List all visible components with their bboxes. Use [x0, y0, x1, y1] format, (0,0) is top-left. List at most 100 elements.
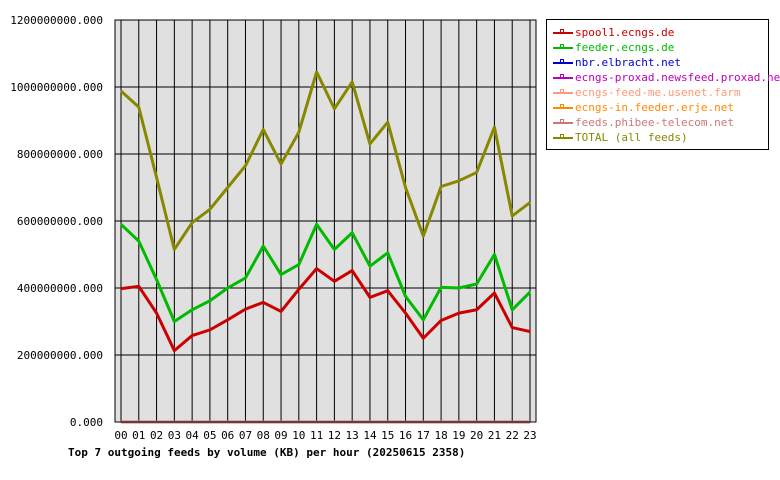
series-line-0: [120, 267, 531, 353]
x-tick-label: 17: [417, 429, 430, 442]
data-point: [298, 131, 300, 134]
data-point: [120, 223, 122, 226]
data-point: [529, 291, 531, 293]
data-point: [155, 278, 158, 281]
data-point: [280, 273, 282, 276]
data-point: [369, 143, 371, 145]
data-point: [155, 176, 158, 179]
data-point: [404, 295, 407, 298]
legend-marker: [560, 89, 564, 93]
data-point: [369, 265, 371, 268]
legend-swatch: [553, 32, 573, 34]
legend-swatch: [553, 77, 573, 79]
data-point: [333, 248, 336, 251]
data-point: [120, 287, 122, 290]
x-tick-label: 20: [470, 429, 483, 442]
legend-marker: [560, 134, 564, 138]
legend-label: ecngs-proxad.newsfeed.proxad.net: [575, 71, 780, 84]
x-tick-label: 22: [506, 429, 519, 442]
y-tick-label: 200000000.000: [17, 349, 103, 362]
x-tick-label: 23: [523, 429, 536, 442]
data-point: [191, 221, 193, 224]
data-point: [440, 185, 442, 188]
data-point: [333, 107, 336, 110]
plot-border: [114, 19, 537, 423]
data-point: [529, 201, 531, 204]
legend: spool1.ecngs.de feeder.ecngs.de nbr.elbrac…: [546, 19, 780, 150]
data-point: [315, 267, 318, 270]
data-point: [422, 337, 425, 340]
y-tick-label: 1000000000.000: [10, 81, 103, 94]
legend-marker: [560, 44, 564, 48]
data-point: [209, 208, 211, 211]
legend-swatch: [553, 107, 573, 109]
data-point: [458, 180, 460, 182]
x-tick-label: 11: [310, 429, 323, 442]
legend-swatch: [553, 137, 573, 139]
data-point: [226, 186, 229, 189]
y-axis-ticks: 0.000 200000000.000 400000000.000 600000000…: [10, 14, 103, 429]
y-tick-label: 400000000.000: [17, 282, 103, 295]
data-point: [298, 288, 300, 291]
data-point: [440, 319, 442, 322]
data-point: [386, 289, 389, 292]
data-point: [493, 292, 496, 294]
data-point: [351, 231, 353, 234]
legend-item: nbr.elbracht.net: [547, 55, 768, 70]
data-point: [386, 252, 389, 254]
data-point: [262, 245, 265, 247]
data-point: [475, 308, 478, 311]
data-point: [458, 312, 460, 314]
data-point: [262, 128, 265, 131]
data-point: [226, 319, 229, 321]
data-point: [209, 299, 211, 302]
data-point: [173, 320, 176, 323]
x-tick-label: 04: [186, 429, 200, 442]
legend-label: nbr.elbracht.net: [575, 56, 681, 69]
legend-swatch: [553, 62, 573, 64]
data-point: [493, 126, 496, 128]
legend-item: ecngs-feed-me.usenet.farm: [547, 85, 768, 100]
x-tick-label: 16: [399, 429, 412, 442]
data-point: [511, 326, 514, 329]
legend-marker: [560, 74, 564, 78]
x-tick-label: 05: [203, 429, 216, 442]
legend-label: ecngs-feed-me.usenet.farm: [575, 86, 741, 99]
legend-swatch: [553, 47, 573, 49]
data-point: [315, 71, 318, 73]
grid: [115, 19, 536, 423]
data-point: [386, 121, 389, 123]
data-point: [244, 277, 247, 279]
data-point: [226, 287, 229, 289]
chart-title: Top 7 outgoing feeds by volume (KB) per …: [68, 446, 465, 459]
legend-item: feeder.ecngs.de: [547, 40, 768, 55]
data-point: [191, 334, 193, 337]
data-point: [137, 106, 140, 108]
x-axis-ticks: 00 01 02 03 04 05 06 07 08 09 10 11 12 13 14 15 16 17 18 19…: [114, 429, 536, 442]
data-point: [511, 215, 514, 217]
data-point: [173, 349, 176, 352]
x-tick-label: 08: [257, 429, 270, 442]
data-point: [351, 81, 353, 83]
y-tick-label: 800000000.000: [17, 148, 103, 161]
y-tick-label: 600000000.000: [17, 215, 103, 228]
legend-item: feeds.phibee-telecom.net: [547, 115, 768, 130]
data-point: [155, 312, 158, 314]
legend-swatch: [553, 122, 573, 124]
data-point: [475, 171, 478, 174]
data-point: [120, 90, 122, 92]
series-line-7: [119, 70, 531, 251]
data-point: [298, 263, 300, 266]
data-point: [333, 280, 336, 283]
data-point: [137, 240, 140, 242]
x-tick-label: 09: [274, 429, 287, 442]
data-point: [244, 308, 247, 310]
data-point: [458, 287, 460, 289]
x-tick-label: 19: [452, 429, 465, 442]
data-point: [475, 283, 478, 285]
legend-marker: [560, 29, 564, 33]
legend-label: spool1.ecngs.de: [575, 26, 675, 39]
data-point: [315, 223, 318, 226]
data-point: [137, 285, 140, 288]
